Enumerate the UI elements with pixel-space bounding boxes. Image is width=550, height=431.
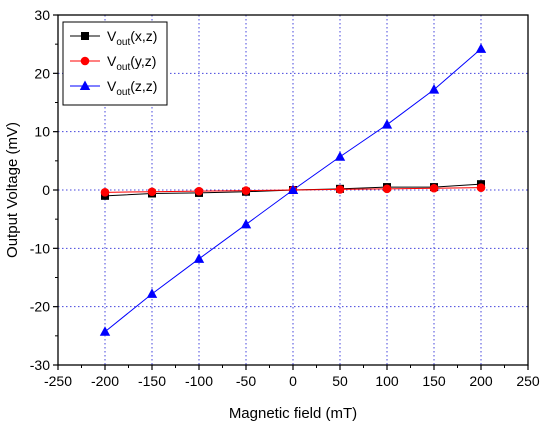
legend-label: Vout(x,z) [107,28,157,48]
data-point [476,183,486,192]
legend-item: Vout(y,z) [70,53,156,73]
data-point [428,84,440,94]
series-layer [99,43,487,336]
x-tick-label: 50 [332,373,348,389]
x-tick-label: -100 [185,373,213,389]
axis-ticks: -250 -200 -150 -100 -50 0 50 100 150 200 250-30-20… [30,7,540,389]
y-tick-label: 30 [34,7,50,23]
legend-marker [81,32,89,40]
legend-item: Vout(x,z) [70,28,157,48]
y-axis-label: Output Voltage (mV) [4,122,21,258]
x-tick-label: -250 [44,373,72,389]
data-point [147,187,157,197]
data-point [146,288,158,298]
y-tick-label: -30 [30,357,50,373]
x-tick-label: 200 [469,373,493,389]
data-point [382,184,392,194]
data-point [241,186,251,195]
data-point [194,186,204,196]
legend-marker [79,80,91,90]
y-tick-label: 0 [42,182,50,198]
legend: Vout(x,z) Vout(y,z) Vout(z,z) [62,21,168,106]
y-tick-label: 10 [34,124,50,140]
x-tick-label: 250 [516,373,540,389]
data-point [99,326,111,336]
legend-label: Vout(z,z) [107,78,157,98]
data-point [429,183,439,193]
data-point [334,151,346,161]
data-point [381,119,393,129]
x-tick-label: -50 [236,373,256,389]
x-tick-label: -150 [138,373,166,389]
data-point [335,185,345,194]
data-point [193,253,205,263]
x-tick-label: 100 [375,373,399,389]
y-tick-label: -10 [30,240,50,256]
legend-item: Vout(z,z) [70,78,157,98]
series-3 [99,43,487,336]
legend-label: Vout(y,z) [107,53,156,73]
data-point [475,43,487,53]
x-tick-label: 150 [422,373,446,389]
data-point [100,188,110,197]
x-axis-label: Magnetic field (mT) [229,405,357,422]
x-tick-label: -200 [91,373,119,389]
x-tick-label: 0 [289,373,297,389]
y-tick-label: -20 [30,299,50,315]
data-point [240,218,252,229]
legend-marker [80,56,90,66]
y-tick-label: 20 [34,65,50,81]
data-point [287,184,299,194]
